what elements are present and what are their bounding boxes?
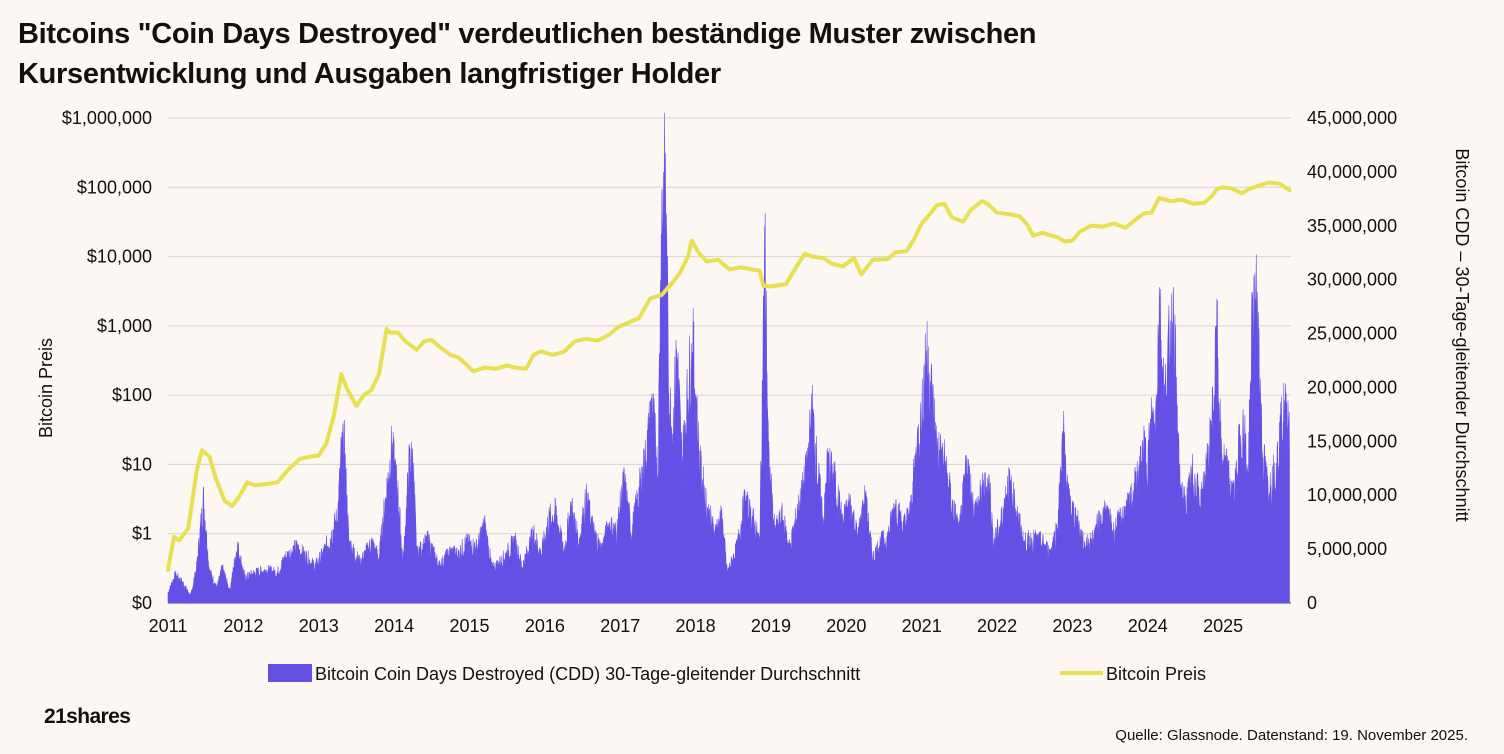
x-tick-label: 2025 [1203,616,1243,636]
x-tick-label: 2014 [374,616,414,636]
left-tick-label: $10,000 [87,247,152,267]
chart-title: Bitcoins "Coin Days Destroyed" verdeutli… [18,14,1218,94]
cdd-area [167,112,1290,604]
cdd-area-layer [167,112,1290,604]
right-tick-label: 5,000,000 [1307,539,1387,559]
x-tick-label: 2023 [1052,616,1092,636]
x-tick-label: 2020 [826,616,866,636]
left-tick-label: $1 [132,524,152,544]
right-tick-label: 0 [1307,593,1317,613]
x-axis-ticks: 2011 2012 2013 2014 2015 2016 2017 2018 2019 2020… [149,616,1244,636]
left-tick-label: $100,000 [77,177,152,197]
source-note: Quelle: Glassnode. Datenstand: 19. Novem… [1115,727,1468,744]
x-tick-label: 2022 [977,616,1017,636]
legend-cdd-swatch [268,664,312,682]
x-tick-label: 2011 [149,616,188,636]
right-axis-title: Bitcoin CDD – 30-Tage-gleitender Durchsc… [1452,148,1472,521]
left-tick-label: $1,000 [97,316,152,336]
right-tick-label: 15,000,000 [1307,431,1397,451]
legend-cdd-label: Bitcoin Coin Days Destroyed (CDD) 30-Tag… [315,664,860,684]
right-tick-label: 35,000,000 [1307,216,1397,236]
left-tick-label: $1,000,000 [62,108,152,128]
x-tick-label: 2015 [449,616,489,636]
x-tick-label: 2019 [751,616,791,636]
x-tick-label: 2017 [600,616,640,636]
left-tick-label: $100 [112,385,152,405]
legend-price-label: Bitcoin Preis [1106,664,1206,684]
right-axis-ticks: 0 5,000,000 10,000,000 15,000,000 20,000,000… [1307,108,1397,613]
right-tick-label: 40,000,000 [1307,162,1397,182]
x-tick-label: 2016 [525,616,565,636]
right-tick-label: 45,000,000 [1307,108,1397,128]
x-tick-label: 2024 [1128,616,1168,636]
right-tick-label: 10,000,000 [1307,485,1397,505]
x-tick-label: 2012 [223,616,263,636]
price-line-layer [166,180,1292,572]
right-tick-label: 25,000,000 [1307,324,1397,344]
x-tick-label: 2021 [902,616,942,636]
left-axis-ticks: $0 $1 $10 $100 $1,000 $10,000 $100,000 $1,000,0… [62,108,152,613]
x-tick-label: 2018 [676,616,716,636]
legend: Bitcoin Coin Days Destroyed (CDD) 30-Tag… [268,664,1206,684]
right-tick-label: 20,000,000 [1307,377,1397,397]
chart-title-line-2: Kursentwicklung und Ausgaben langfristig… [18,58,721,90]
left-tick-label: $10 [122,454,152,474]
right-tick-label: 30,000,000 [1307,270,1397,290]
chart-title-line-1: Bitcoins "Coin Days Destroyed" verdeutli… [18,18,1037,50]
price-line [166,180,1292,572]
brand-logo: 21shares [44,705,131,728]
x-tick-label: 2013 [299,616,339,636]
left-tick-label: $0 [132,593,152,613]
left-axis-title: Bitcoin Preis [36,338,56,438]
